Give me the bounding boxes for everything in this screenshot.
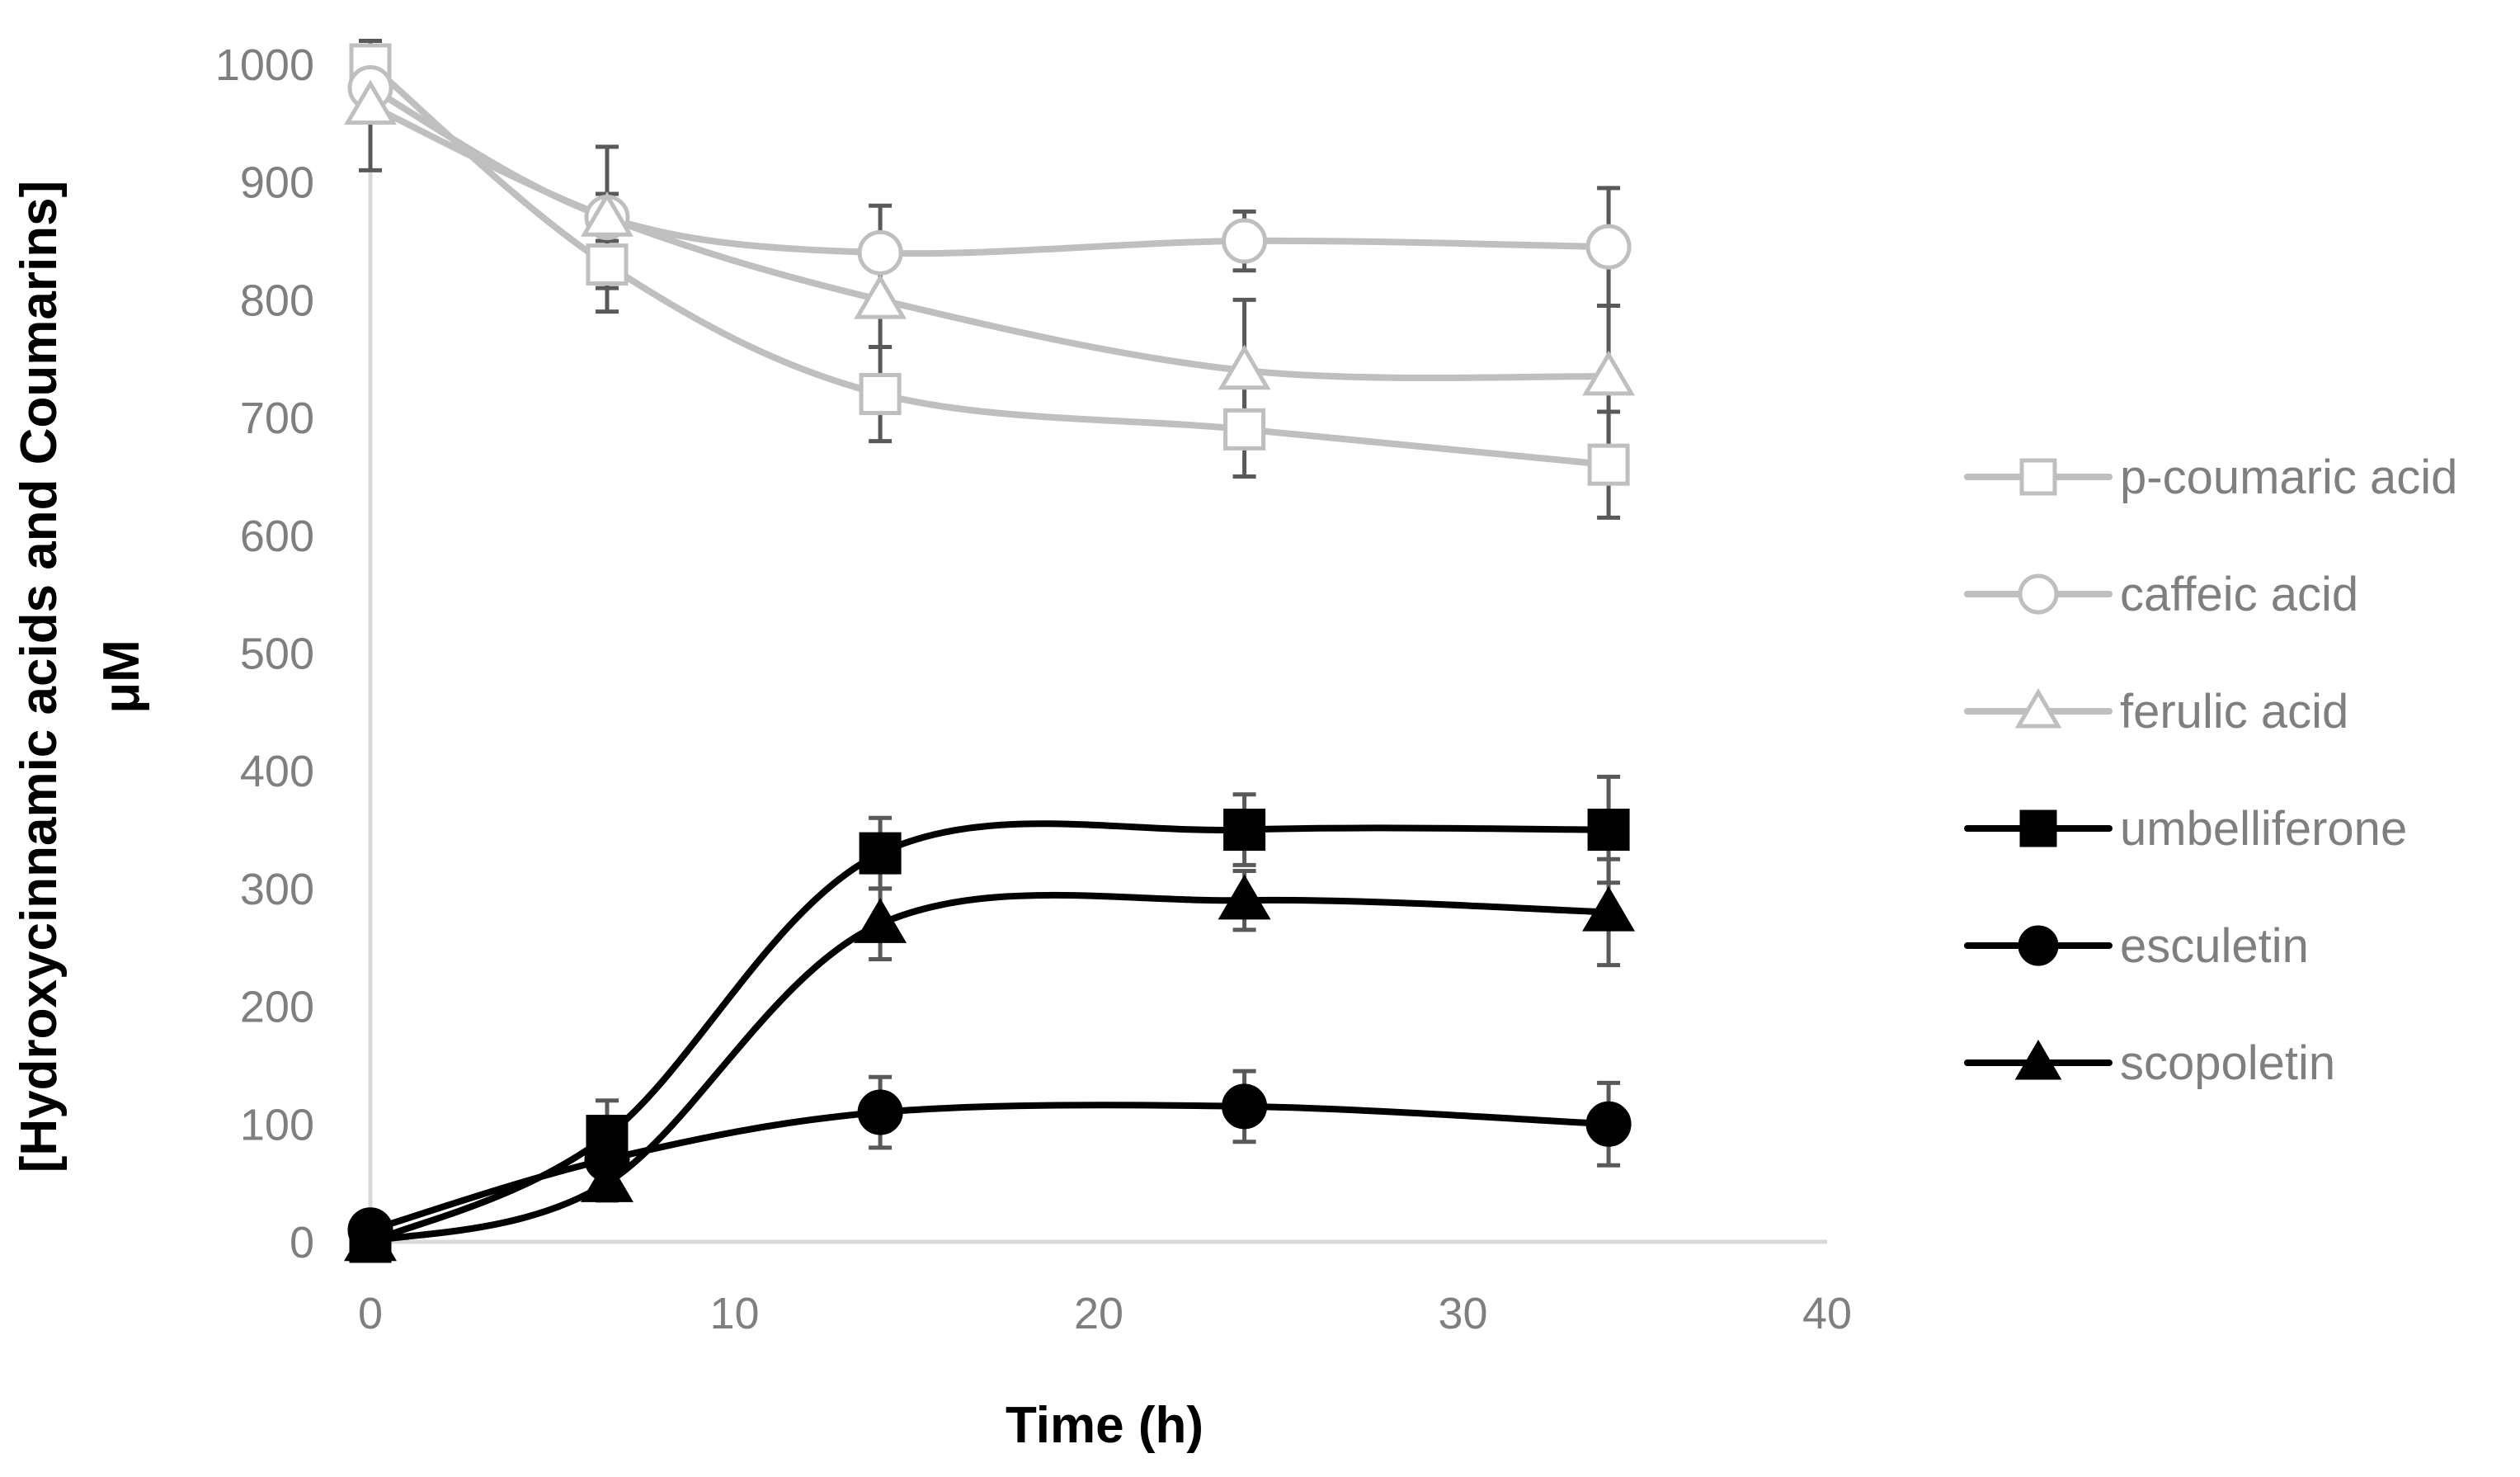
- ferulic-acid-point: [344, 79, 397, 125]
- axes: [368, 64, 1827, 1244]
- ferulic-acid-point: [1218, 344, 1271, 390]
- legend-item-caffeic-acid: caffeic acid: [1964, 568, 2358, 621]
- x-tick-label: 30: [1438, 1289, 1487, 1338]
- legend-item-esculetin: esculetin: [1964, 919, 2309, 973]
- caffeic-acid-point: [857, 229, 903, 276]
- y-tick-label: 1000: [215, 40, 314, 90]
- x-tick-label: 0: [358, 1289, 383, 1338]
- esculetin-point: [1585, 1101, 1632, 1147]
- legend-label: caffeic acid: [2120, 568, 2358, 621]
- legend-label: p-coumaric acid: [2120, 451, 2457, 504]
- x-tick-label: 20: [1074, 1289, 1123, 1338]
- y-tick-label: 800: [240, 276, 314, 325]
- legend-swatch-marker: [2018, 573, 2059, 615]
- y-tick-label: 900: [240, 158, 314, 208]
- error-bars: [359, 38, 1621, 1203]
- p-coumaric-acid-point: [1587, 443, 1630, 486]
- legend-swatch-marker: [2019, 458, 2057, 496]
- umbelliferone-point: [1587, 809, 1630, 852]
- y-axis-title-line1: [Hydroxycinnamic acids and Coumarins]: [11, 181, 68, 1173]
- umbelliferone-line: [367, 820, 1613, 1245]
- series-lines: [367, 61, 1613, 1245]
- legend: p-coumaric acid caffeic acid ferulic acid u…: [1964, 451, 2457, 1090]
- series-markers: [344, 43, 1636, 1263]
- y-tick-label: 400: [240, 747, 314, 796]
- y-tick-label: 200: [240, 983, 314, 1032]
- caffeic-acid-point: [1585, 224, 1632, 270]
- y-tick-labels: 0 100 200 300 400 500 600 700 800 900 1000: [215, 40, 314, 1267]
- ferulic-acid-point: [854, 274, 907, 319]
- scopoletin-point: [1582, 886, 1636, 932]
- legend-item-scopoletin: scopoletin: [1964, 1036, 2335, 1090]
- ferulic-acid-point: [581, 191, 634, 237]
- esculetin-line: [367, 1102, 1613, 1234]
- x-tick-label: 10: [709, 1289, 759, 1338]
- y-tick-label: 500: [240, 630, 314, 679]
- legend-item-umbelliferone: umbelliferone: [1964, 802, 2407, 856]
- esculetin-point: [857, 1089, 903, 1135]
- ferulic-acid-line: [367, 101, 1613, 381]
- y-tick-label: 700: [240, 394, 314, 443]
- y-tick-label: 0: [290, 1218, 314, 1267]
- legend-item-ferulic-acid: ferulic acid: [1964, 685, 2348, 738]
- p-coumaric-acid-point: [586, 243, 629, 286]
- esculetin-point: [1222, 1083, 1268, 1130]
- legend-swatch-marker: [2014, 688, 2062, 729]
- legend-swatch-marker: [2014, 1040, 2062, 1080]
- scopoletin-point: [854, 898, 907, 943]
- y-tick-label: 300: [240, 865, 314, 914]
- legend-label: umbelliferone: [2120, 802, 2407, 856]
- x-tick-labels: 0 10 20 30 40: [358, 1289, 1852, 1338]
- p-coumaric-acid-point: [859, 373, 902, 416]
- legend-item-p-coumaric-acid: p-coumaric acid: [1964, 451, 2457, 504]
- scopoletin-point: [1218, 874, 1271, 920]
- p-coumaric-acid-line: [367, 61, 1613, 469]
- y-axis-title: [Hydroxycinnamic acids and Coumarins] μM: [11, 181, 150, 1173]
- scopoletin-line: [367, 891, 1613, 1245]
- y-tick-label: 100: [240, 1100, 314, 1149]
- ferulic-acid-point: [1582, 350, 1636, 396]
- umbelliferone-point: [1223, 809, 1266, 852]
- legend-label: scopoletin: [2120, 1036, 2335, 1090]
- legend-label: esculetin: [2120, 919, 2309, 973]
- y-axis-title-line2: μM: [93, 639, 150, 714]
- legend-swatch-marker: [2019, 809, 2057, 847]
- x-axis-title: Time (h): [1006, 1397, 1203, 1454]
- legend-label: ferulic acid: [2120, 685, 2348, 738]
- umbelliferone-point: [859, 832, 902, 875]
- scopoletin-point: [344, 1215, 397, 1262]
- caffeic-acid-point: [1222, 218, 1268, 264]
- scopoletin-point: [581, 1157, 634, 1202]
- legend-swatch-marker: [2018, 925, 2059, 966]
- x-tick-label: 40: [1802, 1289, 1852, 1338]
- p-coumaric-acid-point: [1223, 408, 1266, 451]
- y-tick-label: 600: [240, 512, 314, 561]
